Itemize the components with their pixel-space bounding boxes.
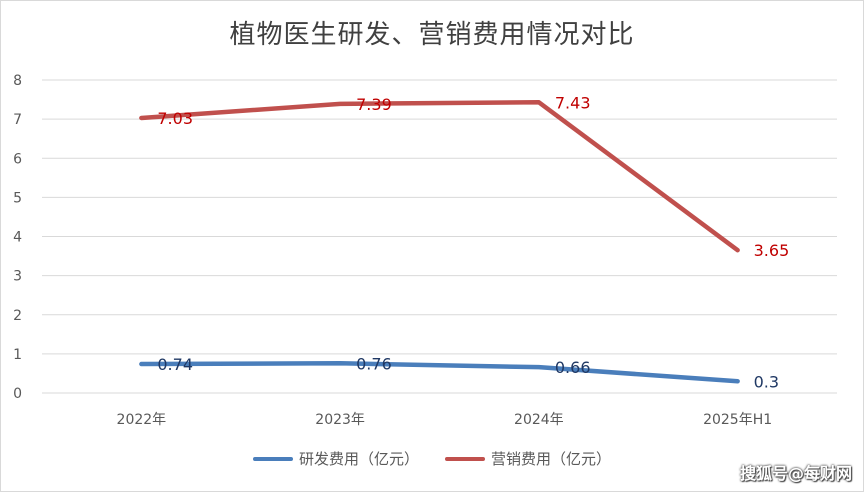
watermark: 搜狐号@每财网: [739, 464, 852, 483]
y-tick-label-4: 4: [13, 230, 22, 246]
legend-item-marketing: 营销费用（亿元）: [445, 448, 611, 469]
legend-item-rd: 研发费用（亿元）: [252, 448, 419, 469]
gridlines: [42, 79, 837, 394]
data-labels: 0.74 0.76 0.66 0.3 7.03 7.39 7.43 3.65: [157, 93, 789, 391]
x-tick-label-1: 2023年: [315, 412, 365, 428]
series-lines: [139, 100, 740, 384]
data-label-1-1: 7.39: [356, 95, 392, 114]
y-tick-label-0: 0: [13, 386, 22, 402]
y-tick-label-2: 2: [13, 308, 22, 324]
data-label-1-0: 7.03: [157, 109, 193, 128]
x-axis-ticks: 2022年 2023年 2024年 2025年H1: [117, 412, 773, 428]
legend: 研发费用（亿元） 营销费用（亿元）: [0, 448, 864, 469]
data-point-0-2: [537, 365, 541, 369]
data-point-1-1: [338, 102, 342, 106]
data-point-0-3: [736, 379, 740, 383]
x-tick-label-0: 2022年: [117, 412, 167, 428]
data-label-1-2: 7.43: [555, 93, 591, 112]
chart-title: 植物医生研发、营销费用情况对比: [229, 20, 635, 50]
legend-label-rd: 研发费用（亿元）: [298, 450, 419, 468]
y-tick-label-3: 3: [13, 269, 22, 285]
legend-swatch-marketing: [445, 456, 485, 461]
y-tick-label-6: 6: [13, 151, 22, 167]
data-label-1-3: 3.65: [754, 241, 790, 260]
data-point-1-2: [537, 100, 541, 104]
data-point-0-0: [139, 362, 143, 366]
x-tick-label-3: 2025年H1: [703, 412, 772, 428]
y-tick-label-1: 1: [13, 347, 22, 363]
data-point-0-1: [338, 361, 342, 365]
y-tick-label-8: 8: [13, 73, 22, 89]
series-line-0: [139, 361, 740, 384]
legend-swatch-rd: [252, 456, 293, 461]
y-tick-label-5: 5: [13, 190, 22, 206]
data-point-1-0: [139, 116, 143, 120]
data-label-0-0: 0.74: [157, 355, 193, 374]
data-label-0-3: 0.3: [754, 372, 779, 391]
legend-label-marketing: 营销费用（亿元）: [491, 450, 612, 468]
data-point-1-3: [736, 248, 740, 252]
series-line-1: [139, 100, 740, 253]
data-label-0-1: 0.76: [356, 354, 392, 373]
data-label-0-2: 0.66: [555, 358, 591, 377]
y-tick-label-7: 7: [13, 112, 22, 128]
y-axis-ticks: 0 1 2 3 4 5 6 7 8: [13, 73, 22, 402]
x-tick-label-2: 2024年: [514, 412, 564, 428]
